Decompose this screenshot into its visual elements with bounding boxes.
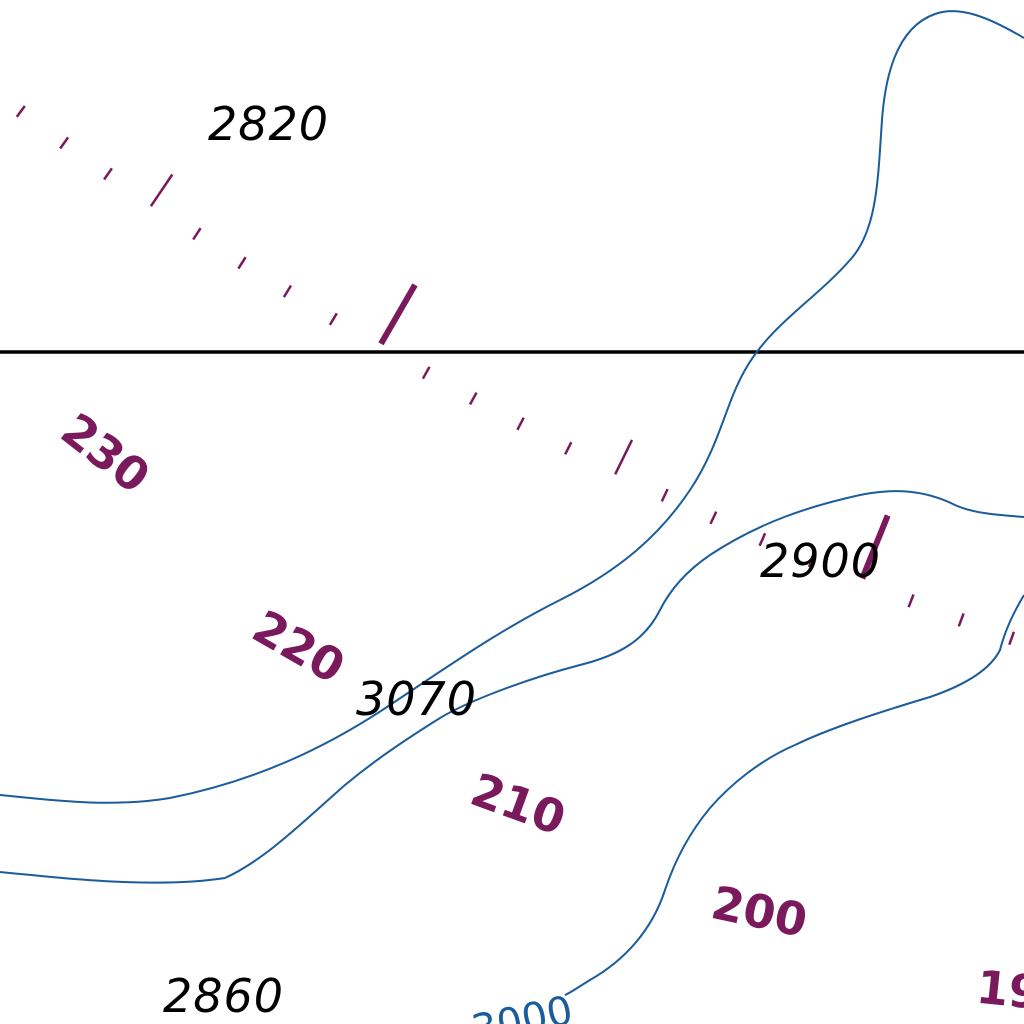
- compass-minor-tick: [328, 312, 338, 326]
- contour-line-southern: [564, 594, 1024, 996]
- compass-minor-tick: [709, 511, 718, 525]
- compass-major-tick: [378, 283, 418, 346]
- compass-minor-tick: [660, 488, 669, 502]
- compass-label-200: 200: [707, 875, 812, 948]
- compass-label-230: 230: [51, 402, 160, 504]
- depth-contours: [0, 10, 1024, 996]
- compass-minor-tick: [758, 532, 767, 547]
- depth-soundings: 2820 2900 3070 2860: [163, 97, 881, 1023]
- compass-minor-tick: [564, 441, 573, 455]
- compass-label-190: 19: [974, 960, 1024, 1020]
- sounding-3070: 3070: [356, 672, 477, 726]
- sounding-2860: 2860: [163, 969, 284, 1023]
- compass-minor-tick: [237, 256, 247, 270]
- compass-minor-tick: [282, 284, 293, 298]
- compass-minor-tick: [614, 439, 634, 475]
- compass-minor-tick: [516, 417, 525, 431]
- sounding-2900: 2900: [760, 534, 881, 588]
- contour-line-middle: [0, 490, 1024, 884]
- compass-label-220: 220: [244, 599, 354, 694]
- compass-minor-tick: [421, 366, 431, 380]
- contour-line-northern: [0, 10, 1024, 804]
- compass-minor-tick: [59, 136, 70, 150]
- compass-rose-arc: [15, 105, 1016, 646]
- contour-label: 3000: [468, 987, 577, 1024]
- compass-label-210: 210: [464, 762, 573, 846]
- compass-minor-tick: [192, 227, 202, 241]
- compass-minor-tick: [15, 105, 26, 118]
- compass-minor-tick: [149, 173, 174, 207]
- sounding-2820: 2820: [208, 97, 329, 151]
- compass-minor-tick: [807, 553, 816, 568]
- compass-major-tick: [859, 514, 891, 580]
- compass-minor-tick: [1008, 631, 1016, 646]
- compass-minor-tick: [957, 613, 965, 627]
- compass-labels: 230 220 210 200 19: [51, 402, 1024, 1020]
- compass-minor-tick: [103, 167, 113, 181]
- compass-minor-tick: [907, 594, 915, 608]
- compass-minor-tick: [468, 392, 478, 406]
